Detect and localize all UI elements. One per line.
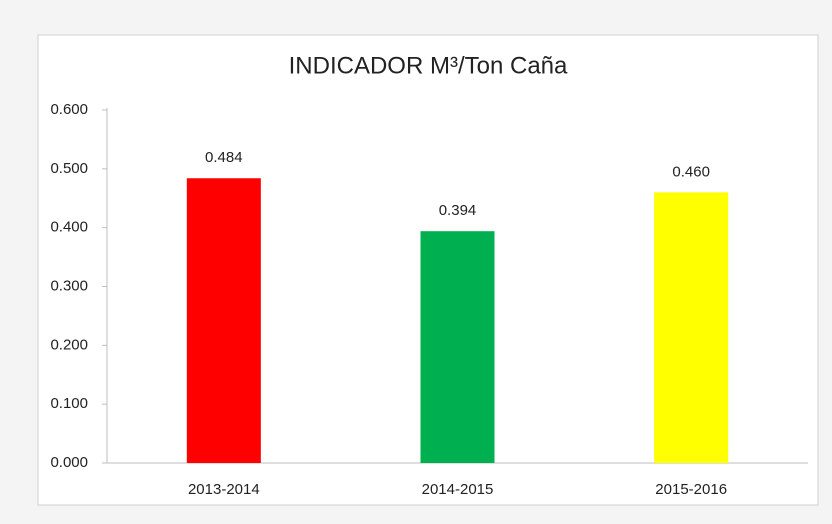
chart-title: INDICADOR M³/Ton Caña — [289, 52, 568, 79]
bar — [420, 231, 495, 463]
bar — [654, 192, 729, 463]
y-tick-label: 0.100 — [50, 395, 88, 412]
bar — [186, 178, 261, 463]
data-label: 0.460 — [672, 163, 710, 180]
x-tick-label: 2014-2015 — [422, 481, 494, 498]
y-tick-label: 0.400 — [50, 219, 88, 236]
y-tick-label: 0.200 — [50, 336, 88, 353]
y-tick-label: 0.000 — [50, 454, 88, 471]
y-tick-label: 0.600 — [50, 101, 88, 118]
y-tick-label: 0.500 — [50, 160, 88, 177]
data-label: 0.394 — [439, 202, 477, 219]
x-tick-label: 2013-2014 — [188, 481, 260, 498]
y-tick-label: 0.300 — [50, 277, 88, 294]
data-label: 0.484 — [205, 149, 243, 166]
x-tick-label: 2015-2016 — [655, 481, 727, 498]
